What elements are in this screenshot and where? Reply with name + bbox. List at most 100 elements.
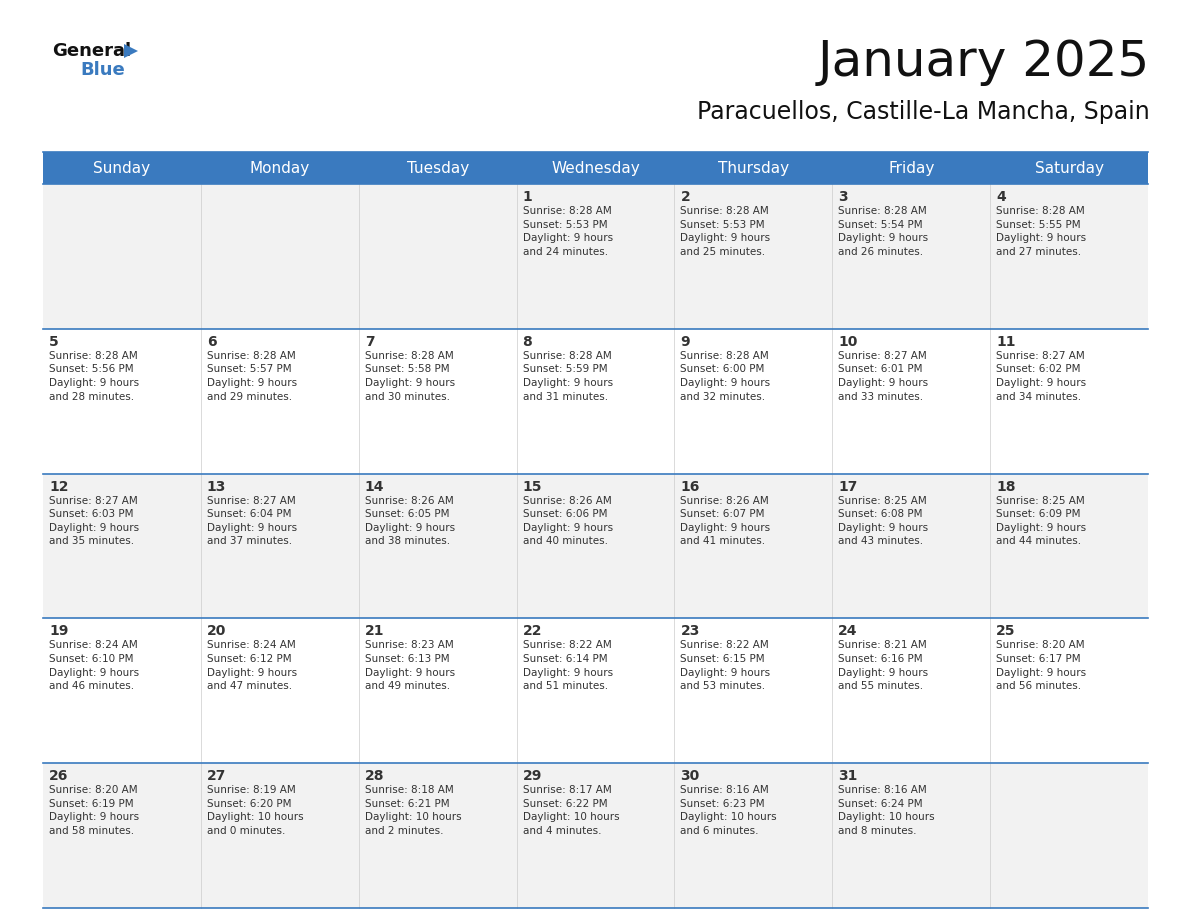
Text: Sunrise: 8:28 AM
Sunset: 5:54 PM
Daylight: 9 hours
and 26 minutes.: Sunrise: 8:28 AM Sunset: 5:54 PM Dayligh… — [839, 206, 928, 257]
Text: Sunrise: 8:21 AM
Sunset: 6:16 PM
Daylight: 9 hours
and 55 minutes.: Sunrise: 8:21 AM Sunset: 6:16 PM Dayligh… — [839, 641, 928, 691]
Bar — [43, 152, 201, 184]
Bar — [43, 184, 201, 329]
Text: Sunrise: 8:28 AM
Sunset: 5:53 PM
Daylight: 9 hours
and 24 minutes.: Sunrise: 8:28 AM Sunset: 5:53 PM Dayligh… — [523, 206, 613, 257]
Bar — [517, 619, 675, 763]
Bar — [675, 329, 833, 474]
Bar — [833, 152, 990, 184]
Bar — [990, 329, 1148, 474]
Text: 26: 26 — [49, 769, 69, 783]
Bar — [359, 763, 517, 908]
Text: 19: 19 — [49, 624, 69, 638]
Text: 27: 27 — [207, 769, 226, 783]
Bar — [517, 763, 675, 908]
Bar — [359, 329, 517, 474]
Text: 8: 8 — [523, 335, 532, 349]
Text: 10: 10 — [839, 335, 858, 349]
Bar — [990, 619, 1148, 763]
Text: 4: 4 — [997, 190, 1006, 204]
Bar — [201, 619, 359, 763]
Text: Sunday: Sunday — [94, 161, 151, 175]
Bar — [43, 763, 201, 908]
Text: 16: 16 — [681, 479, 700, 494]
Text: Sunrise: 8:28 AM
Sunset: 5:58 PM
Daylight: 9 hours
and 30 minutes.: Sunrise: 8:28 AM Sunset: 5:58 PM Dayligh… — [365, 351, 455, 401]
Bar — [990, 184, 1148, 329]
Text: Sunrise: 8:26 AM
Sunset: 6:05 PM
Daylight: 9 hours
and 38 minutes.: Sunrise: 8:26 AM Sunset: 6:05 PM Dayligh… — [365, 496, 455, 546]
Bar — [359, 619, 517, 763]
Bar — [517, 184, 675, 329]
Text: Sunrise: 8:28 AM
Sunset: 5:55 PM
Daylight: 9 hours
and 27 minutes.: Sunrise: 8:28 AM Sunset: 5:55 PM Dayligh… — [997, 206, 1086, 257]
Bar — [43, 619, 201, 763]
Text: Sunrise: 8:20 AM
Sunset: 6:17 PM
Daylight: 9 hours
and 56 minutes.: Sunrise: 8:20 AM Sunset: 6:17 PM Dayligh… — [997, 641, 1086, 691]
Text: Sunrise: 8:26 AM
Sunset: 6:06 PM
Daylight: 9 hours
and 40 minutes.: Sunrise: 8:26 AM Sunset: 6:06 PM Dayligh… — [523, 496, 613, 546]
Bar — [990, 152, 1148, 184]
Bar — [833, 474, 990, 619]
Text: Wednesday: Wednesday — [551, 161, 640, 175]
Text: Sunrise: 8:27 AM
Sunset: 6:01 PM
Daylight: 9 hours
and 33 minutes.: Sunrise: 8:27 AM Sunset: 6:01 PM Dayligh… — [839, 351, 928, 401]
Bar — [990, 474, 1148, 619]
Bar — [359, 184, 517, 329]
Text: 29: 29 — [523, 769, 542, 783]
Text: General: General — [52, 42, 131, 60]
Bar — [675, 152, 833, 184]
Bar — [517, 474, 675, 619]
Text: 25: 25 — [997, 624, 1016, 638]
Text: Sunrise: 8:24 AM
Sunset: 6:10 PM
Daylight: 9 hours
and 46 minutes.: Sunrise: 8:24 AM Sunset: 6:10 PM Dayligh… — [49, 641, 139, 691]
Bar — [675, 763, 833, 908]
Text: Sunrise: 8:28 AM
Sunset: 6:00 PM
Daylight: 9 hours
and 32 minutes.: Sunrise: 8:28 AM Sunset: 6:00 PM Dayligh… — [681, 351, 771, 401]
Bar — [359, 152, 517, 184]
Text: Sunrise: 8:23 AM
Sunset: 6:13 PM
Daylight: 9 hours
and 49 minutes.: Sunrise: 8:23 AM Sunset: 6:13 PM Dayligh… — [365, 641, 455, 691]
Bar — [833, 619, 990, 763]
Bar — [43, 329, 201, 474]
Bar — [201, 152, 359, 184]
Text: Sunrise: 8:16 AM
Sunset: 6:24 PM
Daylight: 10 hours
and 8 minutes.: Sunrise: 8:16 AM Sunset: 6:24 PM Dayligh… — [839, 785, 935, 836]
Text: Thursday: Thursday — [718, 161, 789, 175]
Text: Sunrise: 8:27 AM
Sunset: 6:04 PM
Daylight: 9 hours
and 37 minutes.: Sunrise: 8:27 AM Sunset: 6:04 PM Dayligh… — [207, 496, 297, 546]
Bar — [517, 329, 675, 474]
Text: Sunrise: 8:27 AM
Sunset: 6:02 PM
Daylight: 9 hours
and 34 minutes.: Sunrise: 8:27 AM Sunset: 6:02 PM Dayligh… — [997, 351, 1086, 401]
Bar — [675, 184, 833, 329]
Text: Monday: Monday — [249, 161, 310, 175]
Text: January 2025: January 2025 — [817, 38, 1150, 86]
Text: Sunrise: 8:27 AM
Sunset: 6:03 PM
Daylight: 9 hours
and 35 minutes.: Sunrise: 8:27 AM Sunset: 6:03 PM Dayligh… — [49, 496, 139, 546]
Text: Tuesday: Tuesday — [406, 161, 469, 175]
Bar — [201, 184, 359, 329]
Text: 3: 3 — [839, 190, 848, 204]
Text: Paracuellos, Castille-La Mancha, Spain: Paracuellos, Castille-La Mancha, Spain — [697, 100, 1150, 124]
Text: Sunrise: 8:17 AM
Sunset: 6:22 PM
Daylight: 10 hours
and 4 minutes.: Sunrise: 8:17 AM Sunset: 6:22 PM Dayligh… — [523, 785, 619, 836]
Text: Sunrise: 8:28 AM
Sunset: 5:53 PM
Daylight: 9 hours
and 25 minutes.: Sunrise: 8:28 AM Sunset: 5:53 PM Dayligh… — [681, 206, 771, 257]
Text: Sunrise: 8:28 AM
Sunset: 5:57 PM
Daylight: 9 hours
and 29 minutes.: Sunrise: 8:28 AM Sunset: 5:57 PM Dayligh… — [207, 351, 297, 401]
Text: 1: 1 — [523, 190, 532, 204]
Text: 20: 20 — [207, 624, 226, 638]
Text: 13: 13 — [207, 479, 226, 494]
Bar — [833, 329, 990, 474]
Text: 14: 14 — [365, 479, 384, 494]
Text: 31: 31 — [839, 769, 858, 783]
Text: Sunrise: 8:26 AM
Sunset: 6:07 PM
Daylight: 9 hours
and 41 minutes.: Sunrise: 8:26 AM Sunset: 6:07 PM Dayligh… — [681, 496, 771, 546]
Text: Saturday: Saturday — [1035, 161, 1104, 175]
Bar — [517, 152, 675, 184]
Text: Sunrise: 8:18 AM
Sunset: 6:21 PM
Daylight: 10 hours
and 2 minutes.: Sunrise: 8:18 AM Sunset: 6:21 PM Dayligh… — [365, 785, 461, 836]
Text: 18: 18 — [997, 479, 1016, 494]
Text: 12: 12 — [49, 479, 69, 494]
Bar — [990, 763, 1148, 908]
Text: Sunrise: 8:25 AM
Sunset: 6:08 PM
Daylight: 9 hours
and 43 minutes.: Sunrise: 8:25 AM Sunset: 6:08 PM Dayligh… — [839, 496, 928, 546]
Text: Sunrise: 8:16 AM
Sunset: 6:23 PM
Daylight: 10 hours
and 6 minutes.: Sunrise: 8:16 AM Sunset: 6:23 PM Dayligh… — [681, 785, 777, 836]
Text: Sunrise: 8:28 AM
Sunset: 5:59 PM
Daylight: 9 hours
and 31 minutes.: Sunrise: 8:28 AM Sunset: 5:59 PM Dayligh… — [523, 351, 613, 401]
Text: 21: 21 — [365, 624, 384, 638]
Bar — [359, 474, 517, 619]
Text: 6: 6 — [207, 335, 216, 349]
Text: 24: 24 — [839, 624, 858, 638]
Text: Sunrise: 8:22 AM
Sunset: 6:14 PM
Daylight: 9 hours
and 51 minutes.: Sunrise: 8:22 AM Sunset: 6:14 PM Dayligh… — [523, 641, 613, 691]
Bar — [43, 474, 201, 619]
Text: 22: 22 — [523, 624, 542, 638]
Text: Sunrise: 8:24 AM
Sunset: 6:12 PM
Daylight: 9 hours
and 47 minutes.: Sunrise: 8:24 AM Sunset: 6:12 PM Dayligh… — [207, 641, 297, 691]
Text: Blue: Blue — [80, 61, 125, 79]
Bar — [201, 329, 359, 474]
Text: 17: 17 — [839, 479, 858, 494]
Text: 11: 11 — [997, 335, 1016, 349]
Text: 30: 30 — [681, 769, 700, 783]
Bar — [201, 763, 359, 908]
Text: 5: 5 — [49, 335, 58, 349]
Text: 28: 28 — [365, 769, 384, 783]
Text: Sunrise: 8:19 AM
Sunset: 6:20 PM
Daylight: 10 hours
and 0 minutes.: Sunrise: 8:19 AM Sunset: 6:20 PM Dayligh… — [207, 785, 303, 836]
